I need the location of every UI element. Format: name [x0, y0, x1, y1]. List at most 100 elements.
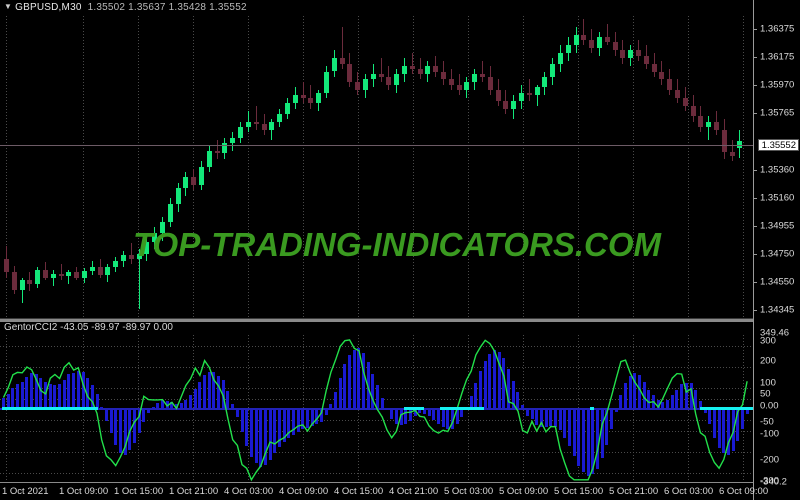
- candle-body: [565, 45, 571, 53]
- candle-body: [386, 76, 392, 85]
- horizontal-gridline: [0, 473, 753, 475]
- histogram-bar: [544, 409, 548, 428]
- histogram-bar: [348, 354, 352, 410]
- candle-body: [401, 66, 407, 75]
- candle-wick: [60, 264, 62, 281]
- candle-body: [737, 141, 743, 148]
- vertical-gridline: [413, 16, 414, 320]
- histogram-bar: [572, 409, 576, 457]
- cci-line: [2, 339, 748, 482]
- candle-wick: [21, 277, 23, 303]
- horizontal-gridline: [0, 420, 753, 422]
- histogram-bar: [343, 364, 347, 410]
- price-scale-label: 1.35970: [760, 79, 795, 91]
- histogram-bar: [86, 377, 90, 410]
- candle-body: [690, 105, 696, 117]
- candle-wick: [583, 18, 585, 46]
- vertical-gridline: [303, 16, 304, 320]
- histogram-bar: [525, 409, 529, 416]
- histogram-bar: [404, 409, 408, 425]
- time-axis-label: 4 Oct 03:00: [224, 486, 274, 497]
- vertical-gridline: [138, 16, 139, 320]
- scale-tick: [754, 85, 757, 86]
- scale-tick: [754, 113, 757, 114]
- histogram-bar: [647, 389, 651, 410]
- symbol-label: GBPUSD,M30: [15, 2, 82, 13]
- triangle-down-icon[interactable]: ▼: [4, 2, 13, 11]
- symbol-header[interactable]: ▼ GBPUSD,M30 1.35502 1.35637 1.35428 1.355…: [4, 1, 247, 14]
- time-axis[interactable]: 1 Oct 2021 1 Oct 09:00 1 Oct 15:00 1 Oct 21…: [0, 482, 768, 500]
- vertical-gridline: [688, 16, 689, 320]
- time-axis-label: 5 Oct 21:00: [609, 486, 659, 497]
- scale-tick: [754, 198, 757, 199]
- indicator-plot-area[interactable]: [0, 335, 753, 482]
- vertical-gridline: [468, 16, 469, 320]
- candle-body: [604, 37, 610, 43]
- histogram-bar: [553, 409, 557, 427]
- candle-body: [581, 34, 587, 40]
- histogram-bar: [58, 384, 62, 410]
- histogram-bar: [507, 369, 511, 410]
- vertical-gridline: [523, 16, 524, 320]
- histogram-bar: [198, 382, 202, 410]
- histogram-bar: [90, 385, 94, 410]
- time-axis-label: 1 Oct 2021: [2, 486, 49, 497]
- candle-body: [409, 66, 415, 69]
- histogram-bar: [610, 409, 613, 430]
- vertical-gridline: [358, 16, 359, 320]
- histogram-bar: [745, 409, 749, 415]
- histogram-bar: [394, 409, 398, 425]
- pane-separator[interactable]: [0, 318, 753, 323]
- candle-wick: [481, 60, 483, 83]
- price-scale-label: 1.34955: [760, 220, 795, 232]
- histogram-bar: [624, 383, 628, 410]
- histogram-bar: [422, 409, 426, 414]
- histogram-bar: [703, 409, 707, 413]
- histogram-bar: [581, 409, 585, 473]
- histogram-bar: [189, 395, 193, 410]
- vertical-gridline: [193, 16, 194, 320]
- scale-tick: [754, 57, 757, 58]
- histogram-bar: [301, 409, 305, 430]
- candle-wick: [263, 113, 265, 135]
- indicator-scale-label: -100: [760, 428, 780, 440]
- candle-body: [448, 79, 454, 85]
- histogram-bar: [193, 388, 197, 410]
- candle-body: [4, 259, 9, 273]
- candle-body: [456, 84, 462, 90]
- histogram-bar: [549, 409, 553, 426]
- indicator-scale-label: 0.00: [760, 400, 779, 412]
- histogram-bar: [474, 382, 478, 410]
- candle-body: [612, 42, 618, 51]
- candle-body: [82, 271, 88, 278]
- histogram-bar: [605, 409, 609, 446]
- histogram-bar: [25, 376, 29, 410]
- scale-tick: [754, 226, 757, 227]
- histogram-bar: [245, 409, 249, 446]
- candle-body: [636, 50, 642, 56]
- histogram-bar: [34, 374, 38, 410]
- candle-body: [261, 124, 267, 130]
- candle-body: [245, 121, 251, 128]
- zero-signal-marker: [590, 407, 594, 411]
- candle-wick: [52, 269, 54, 286]
- candle-body: [542, 76, 548, 88]
- candle-body: [706, 121, 712, 128]
- histogram-bar: [310, 409, 314, 427]
- histogram-bar: [675, 389, 679, 410]
- candle-body: [308, 97, 314, 104]
- scale-tick: [754, 282, 757, 283]
- candle-wick: [68, 269, 70, 285]
- histogram-bar: [240, 409, 244, 432]
- right-price-scale[interactable]: 1.36375 1.36175 1.35970 1.35765 1.35360 1.351…: [753, 0, 800, 500]
- histogram-bar: [390, 409, 394, 419]
- candle-body: [300, 95, 306, 98]
- scale-tick: [754, 254, 757, 255]
- price-plot-area[interactable]: TOP-TRADING-INDICATORS.COM: [0, 16, 753, 320]
- candle-body: [417, 68, 423, 75]
- histogram-bar: [48, 383, 52, 410]
- histogram-bar: [104, 409, 108, 421]
- candle-wick: [255, 105, 257, 130]
- candle-wick: [271, 119, 273, 141]
- histogram-bar: [203, 375, 207, 410]
